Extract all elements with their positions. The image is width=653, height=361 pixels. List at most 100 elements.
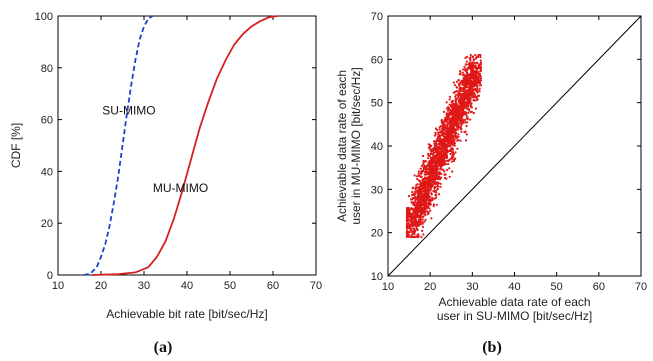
scatter-point bbox=[405, 218, 409, 221]
scatter-point bbox=[435, 154, 438, 157]
scatter-point bbox=[469, 67, 472, 70]
scatter-point bbox=[405, 234, 409, 238]
scatter-point bbox=[457, 79, 460, 82]
scatter-point bbox=[474, 57, 477, 60]
scatter-point bbox=[466, 69, 469, 72]
reference-diagonal-line bbox=[387, 15, 642, 277]
scatter-point bbox=[443, 119, 446, 122]
scatter-point bbox=[439, 182, 442, 185]
scatter-point bbox=[469, 63, 472, 66]
scatter-point bbox=[426, 213, 430, 216]
scatter-point bbox=[434, 193, 437, 196]
scatter-point bbox=[472, 96, 475, 99]
scatter-point bbox=[429, 209, 432, 212]
scatter-point bbox=[465, 133, 468, 136]
scatter-point bbox=[470, 88, 473, 91]
scatter-point bbox=[454, 129, 457, 132]
scatter-point bbox=[445, 147, 448, 150]
scatter-point bbox=[459, 122, 462, 125]
scatter-point bbox=[416, 183, 419, 186]
scatter-point bbox=[432, 140, 436, 143]
scatter-point bbox=[441, 123, 444, 126]
scatter-point bbox=[434, 142, 437, 145]
scatter-point bbox=[479, 77, 482, 80]
scatter-point bbox=[472, 80, 476, 83]
scatter-point bbox=[475, 70, 478, 73]
scatter-point bbox=[441, 156, 444, 159]
scatter-point bbox=[451, 148, 454, 151]
scatter-point bbox=[460, 89, 463, 92]
scatter-point bbox=[436, 128, 439, 131]
scatter-point bbox=[434, 131, 437, 134]
scatter-point bbox=[440, 176, 443, 179]
scatter-point bbox=[444, 140, 447, 143]
scatter-point bbox=[464, 101, 467, 104]
scatter-point bbox=[421, 154, 425, 158]
scatter-point bbox=[439, 185, 442, 188]
scatter-point bbox=[462, 101, 466, 104]
scatter-point bbox=[479, 59, 482, 62]
scatter-point bbox=[454, 93, 458, 96]
scatter-point bbox=[440, 130, 443, 133]
scatter-point bbox=[450, 126, 453, 129]
scatter-point bbox=[458, 117, 461, 120]
scatter-point bbox=[453, 139, 456, 142]
scatter-point bbox=[458, 82, 461, 85]
scatter-point bbox=[438, 150, 441, 153]
scatter-point bbox=[424, 173, 427, 176]
scatter-point bbox=[428, 184, 431, 187]
scatter-point bbox=[431, 164, 434, 167]
scatter-point bbox=[414, 216, 417, 219]
scatter-point bbox=[422, 210, 425, 213]
scatter-point bbox=[461, 83, 464, 86]
scatter-point bbox=[422, 179, 425, 182]
scatter-point bbox=[452, 121, 455, 125]
scatter-point bbox=[433, 170, 436, 173]
scatter-point bbox=[444, 116, 447, 119]
scatter-point bbox=[452, 104, 455, 107]
scatter-point bbox=[423, 177, 426, 180]
scatter-point bbox=[456, 109, 459, 112]
scatter-point bbox=[427, 187, 430, 190]
scatter-point bbox=[437, 131, 440, 134]
scatter-point bbox=[423, 206, 426, 209]
y-axis-label-a: CDF [%] bbox=[9, 123, 23, 168]
scatter-point bbox=[463, 105, 466, 108]
scatter-point bbox=[448, 119, 451, 123]
scatter-point bbox=[456, 147, 459, 150]
scatter-point bbox=[429, 189, 432, 192]
scatter-point bbox=[430, 196, 434, 200]
scatter-point bbox=[423, 198, 426, 201]
scatter-point bbox=[453, 110, 456, 113]
scatter-point bbox=[432, 154, 435, 157]
scatter-point bbox=[442, 154, 445, 157]
scatter-point bbox=[473, 99, 476, 102]
scatter-point bbox=[414, 204, 417, 207]
scatter-point bbox=[457, 139, 460, 142]
scatter-point bbox=[407, 225, 411, 228]
scatter-point bbox=[461, 105, 464, 108]
scatter-point bbox=[426, 189, 430, 193]
scatter-point bbox=[439, 152, 443, 155]
scatter-point bbox=[445, 121, 448, 124]
scatter-point bbox=[463, 131, 466, 134]
scatter-point bbox=[468, 109, 471, 112]
scatter-point bbox=[432, 190, 435, 193]
x-tick-label-a: 20 bbox=[95, 280, 107, 292]
scatter-point bbox=[434, 160, 437, 163]
scatter-point bbox=[476, 89, 479, 92]
scatter-point bbox=[450, 106, 453, 109]
scatter-point bbox=[477, 94, 481, 97]
scatter-point bbox=[466, 101, 469, 104]
scatter-point bbox=[470, 105, 473, 108]
scatter-point bbox=[420, 215, 423, 218]
x-tick-label-b: 40 bbox=[508, 281, 520, 293]
scatter-point bbox=[457, 99, 460, 102]
scatter-point bbox=[446, 155, 449, 159]
scatter-point bbox=[459, 99, 463, 102]
scatter-point bbox=[457, 93, 460, 96]
scatter-point bbox=[431, 174, 434, 177]
scatter-point bbox=[468, 96, 472, 99]
scatter-point bbox=[427, 157, 430, 160]
scatter-point bbox=[424, 210, 427, 214]
